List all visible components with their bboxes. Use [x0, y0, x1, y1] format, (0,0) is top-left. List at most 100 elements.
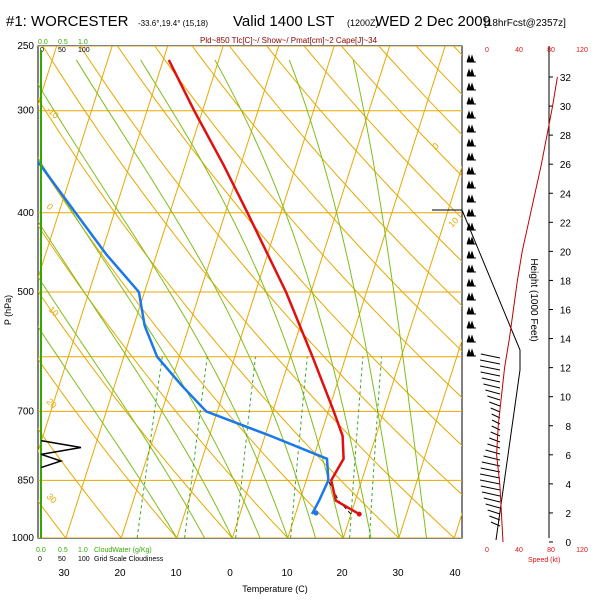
moist-adiabat-line — [38, 325, 178, 538]
wind-barb-staff — [480, 353, 501, 359]
wind-barb-staff — [490, 521, 501, 527]
wind-barb-staff — [480, 479, 501, 485]
wind-barb-staff — [491, 413, 501, 419]
pressure-tick-label: 250 — [17, 41, 34, 52]
dry-adiabat-line — [42, 46, 455, 538]
dry-adiabat-line — [303, 46, 462, 219]
dry-adiabat-line — [38, 358, 178, 538]
dry-adiabat-line — [453, 46, 462, 56]
wind-barb-flag — [466, 194, 475, 203]
speed-tick-top: 40 — [515, 47, 523, 54]
height-tick-label: 26 — [560, 160, 572, 171]
mixing-top-0: 0.0 — [38, 39, 48, 46]
station-coords: -33.6°,19.4° (15,18) — [138, 19, 208, 28]
moist-adiabat-line — [38, 83, 289, 538]
wind-barb-flag — [466, 54, 475, 63]
mixing-ratio-line — [369, 356, 382, 538]
isotherm-label: 20 — [472, 271, 486, 285]
dewpoint-line — [38, 160, 330, 515]
isotherm-line — [453, 512, 462, 538]
dry-adiabat-line — [38, 428, 122, 538]
dry-adiabat-line — [38, 98, 400, 538]
cloud-bottom-0: 0 — [38, 556, 42, 563]
wind-barb-flag — [466, 124, 475, 133]
wind-barb-staff — [491, 425, 501, 431]
height-tick-label: 22 — [560, 218, 572, 229]
wind-barb-flag — [466, 96, 475, 105]
cloud-bottom-1: 50 — [58, 556, 66, 563]
wind-barb-staff — [481, 461, 501, 467]
wind-barb-staff — [481, 377, 501, 383]
wind-barb-flag — [466, 82, 475, 91]
wind-barb-flag — [466, 306, 475, 315]
temperature-tick-label: 30 — [58, 568, 70, 579]
valid-z: (1200Z) — [347, 18, 379, 28]
mixing-ratio-line — [184, 356, 208, 538]
wind-barb-staff — [489, 437, 501, 443]
wind-barb-staff — [480, 359, 501, 365]
dry-adiabat-line — [38, 290, 233, 538]
speed-axis: 0 40 80 1200 40 80 120 — [485, 47, 588, 554]
mixing-ratio-label: 1 — [180, 540, 190, 549]
x-axis-label: Temperature (C) — [242, 584, 308, 594]
pressure-tick-label: 400 — [17, 208, 34, 219]
dry-adiabat-line — [191, 46, 462, 352]
speed-label: Speed (kt) — [528, 557, 560, 564]
temperature-tick-label: 20 — [114, 568, 126, 579]
wind-barb-flag — [466, 236, 475, 245]
isotherm-line — [398, 338, 462, 538]
wind-barbs — [466, 54, 501, 527]
surface-temperature-dot — [356, 511, 362, 517]
moist-adiabat-line — [214, 59, 372, 538]
cloud-top-2: 100 — [78, 47, 90, 54]
temperature-tick-label: 10 — [170, 568, 182, 579]
mixing-top-2: 1.0 — [78, 39, 88, 46]
height-tick-label: 18 — [560, 276, 572, 287]
cloud-top-1: 50 — [58, 47, 66, 54]
wind-barb-flag — [466, 278, 475, 287]
pressure-tick-label: 500 — [17, 287, 34, 298]
wind-barb-flag — [466, 138, 475, 147]
isotherm-line — [38, 46, 113, 280]
wind-barb-staff — [483, 383, 501, 389]
isotherm-line — [65, 46, 224, 538]
wind-barb-staff — [481, 491, 501, 497]
wind-barb-flag — [466, 208, 475, 217]
sounding-profiles — [38, 59, 362, 517]
pressure-tick-label: 1000 — [12, 533, 35, 544]
mixing-ratio-line — [136, 356, 163, 538]
y-axis-label: P (hPa) — [3, 295, 13, 325]
wind-barb-flag — [466, 110, 475, 119]
dry-adiabat-label: 0 — [45, 201, 56, 212]
mixing-bottom-2: 1.0 — [78, 547, 88, 554]
wind-barb-flag — [466, 152, 475, 161]
pressure-axis: 250 300 400 500 700 850 1000 — [12, 41, 35, 544]
wind-barb-flag — [466, 334, 475, 343]
wind-barb-staff — [485, 449, 501, 455]
moist-adiabat-line — [75, 59, 316, 538]
moist-adiabat-line — [38, 220, 233, 538]
cloud-bottom-2: 100 — [78, 556, 90, 563]
cloudiness-label: Grid Scale Cloudiness — [94, 556, 164, 563]
forecast-run: [18hrFcst@2357z] — [484, 18, 566, 29]
pressure-tick-label: 700 — [17, 406, 34, 417]
wind-barb-flag — [466, 250, 475, 259]
dry-adiabat-line — [117, 46, 462, 447]
wind-barb-staff — [480, 485, 501, 491]
dry-adiabat-line — [38, 160, 344, 538]
height-tick-label: 24 — [560, 189, 572, 200]
height-axis-label: Height (1000 Feet) — [528, 258, 539, 341]
isotherm-line — [287, 46, 446, 538]
wind-barb-flag — [466, 180, 475, 189]
wind-barb-staff — [480, 467, 501, 473]
speed-tick-bottom: 0 — [485, 547, 489, 554]
mixing-ratio-label: 8 — [290, 540, 300, 549]
wind-barb-staff — [485, 503, 501, 509]
height-tick-label: 16 — [560, 306, 572, 317]
wind-barb-flag — [466, 166, 475, 175]
cloud-scales: 0.0 0.5 1.0 0 50 100 0.0 0.5 1.0 CloudWa… — [36, 39, 164, 563]
moist-adiabat-line — [140, 59, 344, 538]
